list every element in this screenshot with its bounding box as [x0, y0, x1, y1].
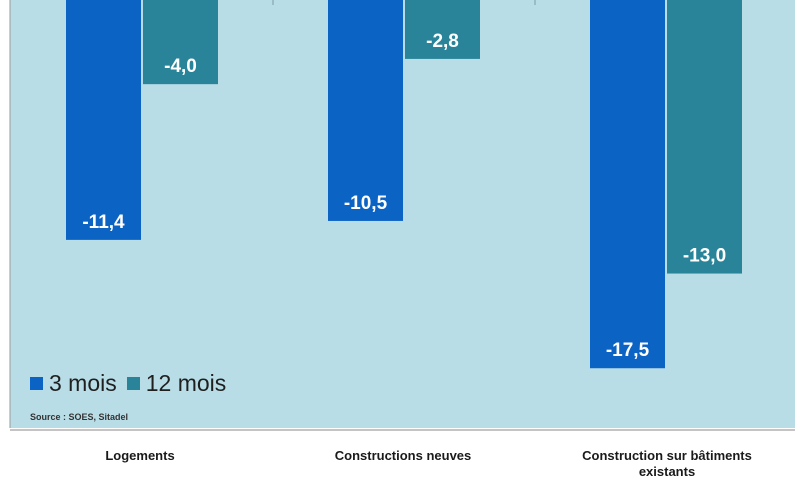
legend-swatch-3-mois — [30, 377, 43, 390]
bar-12-mois-0 — [143, 0, 218, 85]
legend-item-3-mois: 3 mois — [30, 370, 117, 397]
bar-value-label: -2,8 — [426, 31, 459, 52]
bar-3-mois-2 — [590, 0, 665, 369]
bar-value-label: -13,0 — [683, 246, 726, 267]
bar-value-label: -10,5 — [344, 193, 388, 214]
bar-value-label: -4,0 — [164, 56, 197, 77]
bar-value-label: -17,5 — [606, 340, 650, 361]
legend: 3 mois 12 mois — [30, 370, 226, 397]
source-note: Source : SOES, Sitadel — [30, 412, 129, 422]
legend-label-3-mois: 3 mois — [49, 370, 117, 396]
legend-swatch-12-mois — [126, 377, 140, 390]
bar-3-mois-1 — [328, 0, 403, 221]
legend-label-12-mois: 12 mois — [145, 370, 227, 396]
legend-item-12-mois: 12 mois — [126, 370, 227, 397]
category-label-logements: Logements — [105, 448, 175, 463]
category-label-constructions-neuves: Constructions neuves — [334, 448, 472, 463]
bar-value-label: -11,4 — [82, 212, 125, 233]
bar-12-mois-2 — [667, 0, 742, 274]
bar-12-mois-1 — [405, 0, 480, 59]
category-label-construction-existants: Construction sur bâtiments existants — [582, 448, 752, 479]
bar-3-mois-0 — [66, 0, 141, 240]
